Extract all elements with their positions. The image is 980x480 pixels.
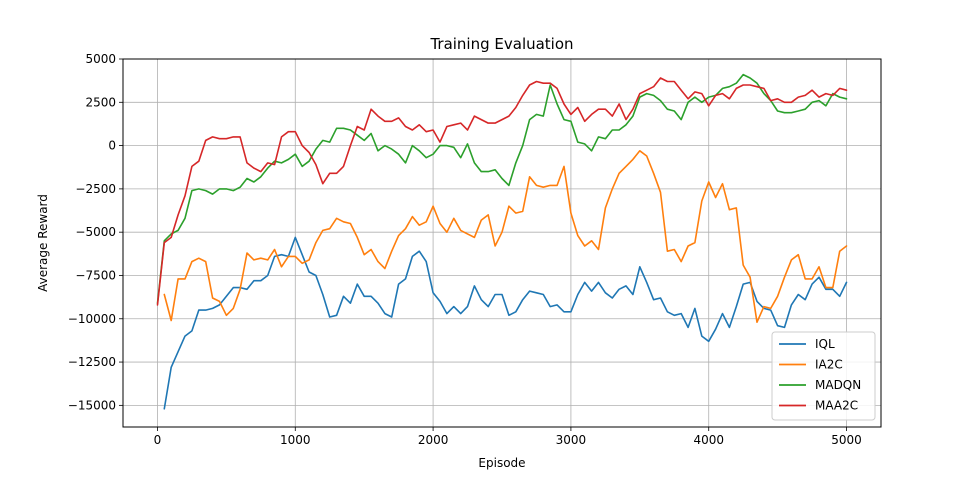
y-tick-label: −15000 bbox=[68, 398, 116, 412]
x-axis-label: Episode bbox=[478, 456, 525, 470]
x-tick-label: 4000 bbox=[693, 433, 724, 447]
legend: IQL IA2C MADQN MAA2C bbox=[771, 331, 876, 421]
plot-frame bbox=[122, 58, 882, 428]
series-line-ia2c bbox=[163, 150, 848, 324]
y-tick-label: −12500 bbox=[68, 355, 116, 369]
series-line-iql bbox=[163, 236, 848, 410]
y-tick-label: −5000 bbox=[75, 225, 116, 239]
legend-label-iql: IQL bbox=[815, 337, 835, 351]
x-tick-label: 0 bbox=[154, 433, 162, 447]
y-tick-label: 0 bbox=[108, 139, 116, 153]
x-tick-label: 5000 bbox=[831, 433, 862, 447]
y-tick-label: −2500 bbox=[75, 182, 116, 196]
x-tick-label: 1000 bbox=[280, 433, 311, 447]
x-axis-ticks: 0 1000 2000 3000 4000 5000 bbox=[154, 427, 862, 447]
legend-label-ia2c: IA2C bbox=[815, 358, 843, 372]
x-tick-label: 2000 bbox=[418, 433, 449, 447]
x-tick-label: 3000 bbox=[556, 433, 587, 447]
y-axis-label: Average Reward bbox=[36, 194, 50, 292]
y-tick-label: −7500 bbox=[75, 268, 116, 282]
y-tick-label: −10000 bbox=[68, 312, 116, 326]
legend-label-maa2c: MAA2C bbox=[815, 399, 858, 413]
y-tick-label: 2500 bbox=[85, 95, 116, 109]
legend-label-madqn: MADQN bbox=[815, 378, 861, 392]
series-line-maa2c bbox=[156, 77, 848, 306]
series-layer bbox=[156, 73, 848, 410]
chart-title: Training Evaluation bbox=[429, 35, 573, 53]
y-axis-ticks: 5000 2500 0 −2500 −5000 −7500 −10000 −12500 −150… bbox=[68, 52, 123, 412]
y-tick-label: 5000 bbox=[85, 52, 116, 66]
legend-frame bbox=[771, 331, 876, 421]
